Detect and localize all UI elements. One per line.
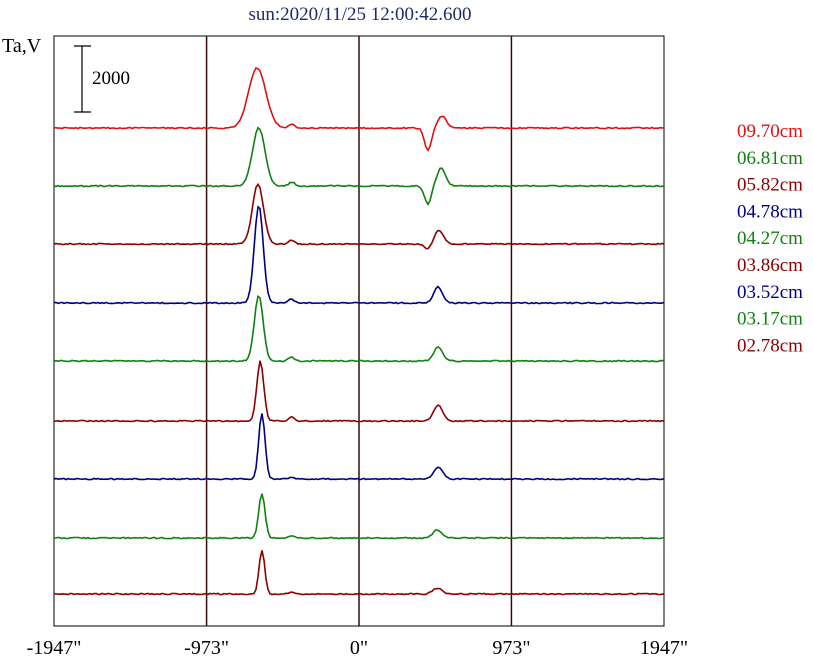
x-tick-label: -1947" bbox=[27, 637, 82, 659]
x-tick-label: 0" bbox=[350, 637, 368, 659]
series-group bbox=[53, 66, 665, 596]
series-line bbox=[53, 205, 665, 305]
series-line bbox=[54, 493, 664, 540]
legend-item: 03.17cm bbox=[737, 309, 803, 330]
x-tick-label: 973" bbox=[492, 637, 530, 659]
x-tick-label: -973" bbox=[184, 637, 229, 659]
chart-title: sun:2020/11/25 12:00:42.600 bbox=[248, 4, 471, 25]
legend-item: 04.27cm bbox=[737, 228, 803, 249]
series-line bbox=[53, 550, 665, 596]
legend-item: 03.86cm bbox=[737, 255, 803, 276]
series-line bbox=[53, 182, 665, 250]
scale-bar: 2000 bbox=[74, 45, 130, 113]
y-axis-label: Ta,V bbox=[2, 35, 42, 57]
series-line bbox=[53, 413, 665, 481]
scale-bar-label: 2000 bbox=[92, 68, 130, 89]
series-line bbox=[53, 66, 665, 152]
legend: 09.70cm 06.81cm 05.82cm 04.78cm 04.27cm 03.86… bbox=[737, 121, 803, 356]
legend-item: 09.70cm bbox=[737, 121, 803, 142]
series-line bbox=[53, 126, 665, 206]
legend-item: 02.78cm bbox=[737, 335, 803, 356]
series-line bbox=[53, 360, 665, 423]
legend-item: 03.52cm bbox=[737, 282, 803, 303]
series-line bbox=[53, 294, 665, 363]
x-tick-label: 1947" bbox=[640, 637, 688, 659]
legend-item: 06.81cm bbox=[737, 148, 803, 169]
vertical-gridlines bbox=[205, 36, 513, 626]
x-tick-labels: -1947" -973" 0" 973" 1947" bbox=[27, 637, 689, 659]
legend-item: 05.82cm bbox=[737, 175, 803, 196]
legend-item: 04.78cm bbox=[737, 201, 803, 222]
